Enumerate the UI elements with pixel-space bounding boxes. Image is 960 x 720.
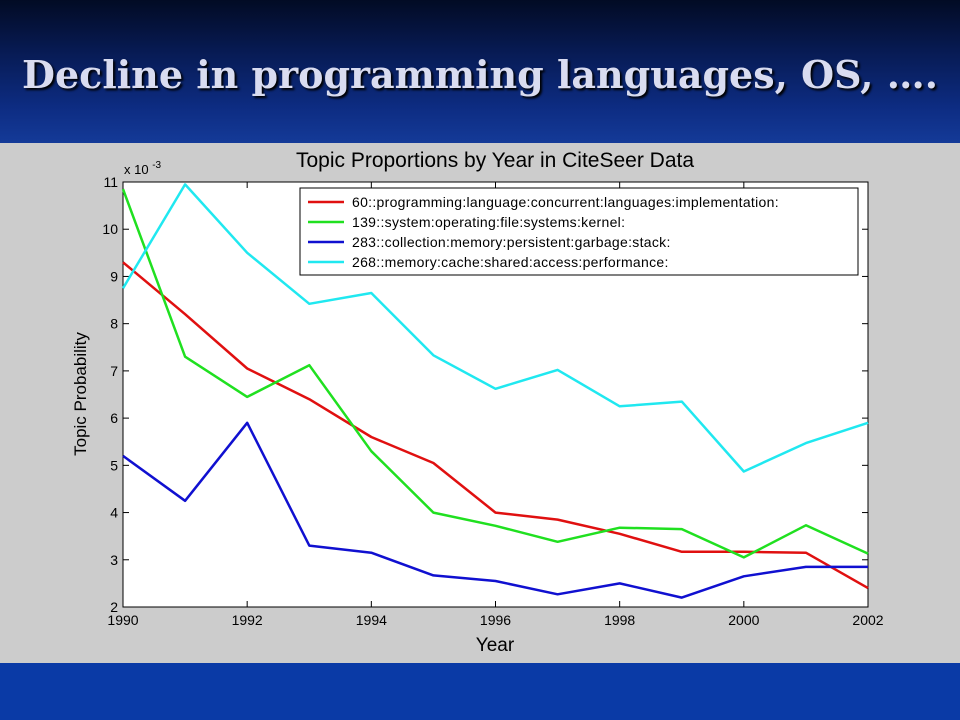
legend-label-2: 283::collection:memory:persistent:garbag… bbox=[352, 234, 671, 250]
legend-label-1: 139::system:operating:file:systems:kerne… bbox=[352, 214, 625, 230]
y-tick-label: 10 bbox=[102, 221, 118, 237]
x-tick-label: 1992 bbox=[232, 612, 263, 628]
axis-ticks: 1990 1992 1994 1996 1998 2000 2002 2 3 4 5 6 7 8 9 10 11 bbox=[102, 174, 883, 628]
y-tick-label: 9 bbox=[110, 268, 118, 284]
x-tick-label: 2000 bbox=[728, 612, 759, 628]
y-exponent-power: -3 bbox=[152, 160, 161, 171]
x-tick-label: 2002 bbox=[852, 612, 883, 628]
x-tick-label: 1996 bbox=[480, 612, 511, 628]
series-lines bbox=[121, 183, 869, 599]
y-tick-label: 4 bbox=[110, 505, 118, 521]
y-tick-label: 5 bbox=[110, 457, 118, 473]
chart-title: Topic Proportions by Year in CiteSeer Da… bbox=[296, 149, 694, 172]
y-axis-label: Topic Probability bbox=[71, 332, 90, 456]
legend-label-3: 268::memory:cache:shared:access:performa… bbox=[352, 254, 669, 270]
series-line-3 bbox=[121, 183, 869, 473]
x-tick-label: 1998 bbox=[604, 612, 635, 628]
series-line-2 bbox=[122, 421, 868, 599]
topic-proportions-chart: Topic Proportions by Year in CiteSeer Da… bbox=[71, 149, 884, 656]
figure-panel: Topic Proportions by Year in CiteSeer Da… bbox=[0, 143, 960, 663]
y-tick-label: 6 bbox=[110, 410, 118, 426]
slide-title: Decline in programming languages, OS, …. bbox=[22, 52, 938, 97]
y-tick-label: 8 bbox=[110, 316, 118, 332]
slide-header bbox=[0, 0, 960, 143]
y-exponent-base: x 10 bbox=[124, 162, 149, 177]
y-axis-exponent-label: x 10 -3 bbox=[124, 160, 162, 177]
x-tick-label: 1994 bbox=[356, 612, 387, 628]
svg-text:x 10 -3: x 10 -3 bbox=[124, 160, 162, 177]
y-tick-label: 7 bbox=[110, 363, 118, 379]
y-tick-label: 3 bbox=[110, 552, 118, 568]
legend-box bbox=[299, 187, 859, 276]
series-line-0 bbox=[122, 261, 869, 590]
x-tick-label: 1990 bbox=[107, 612, 138, 628]
x-axis-label: Year bbox=[476, 635, 515, 656]
y-tick-label: 11 bbox=[103, 174, 118, 190]
legend-label-0: 60::programming:language:concurrent:lang… bbox=[352, 194, 779, 210]
slide-footer bbox=[0, 663, 960, 720]
legend: 60::programming:language:concurrent:lang… bbox=[299, 187, 859, 276]
y-tick-label: 2 bbox=[110, 599, 118, 615]
series-line-1 bbox=[121, 188, 869, 559]
